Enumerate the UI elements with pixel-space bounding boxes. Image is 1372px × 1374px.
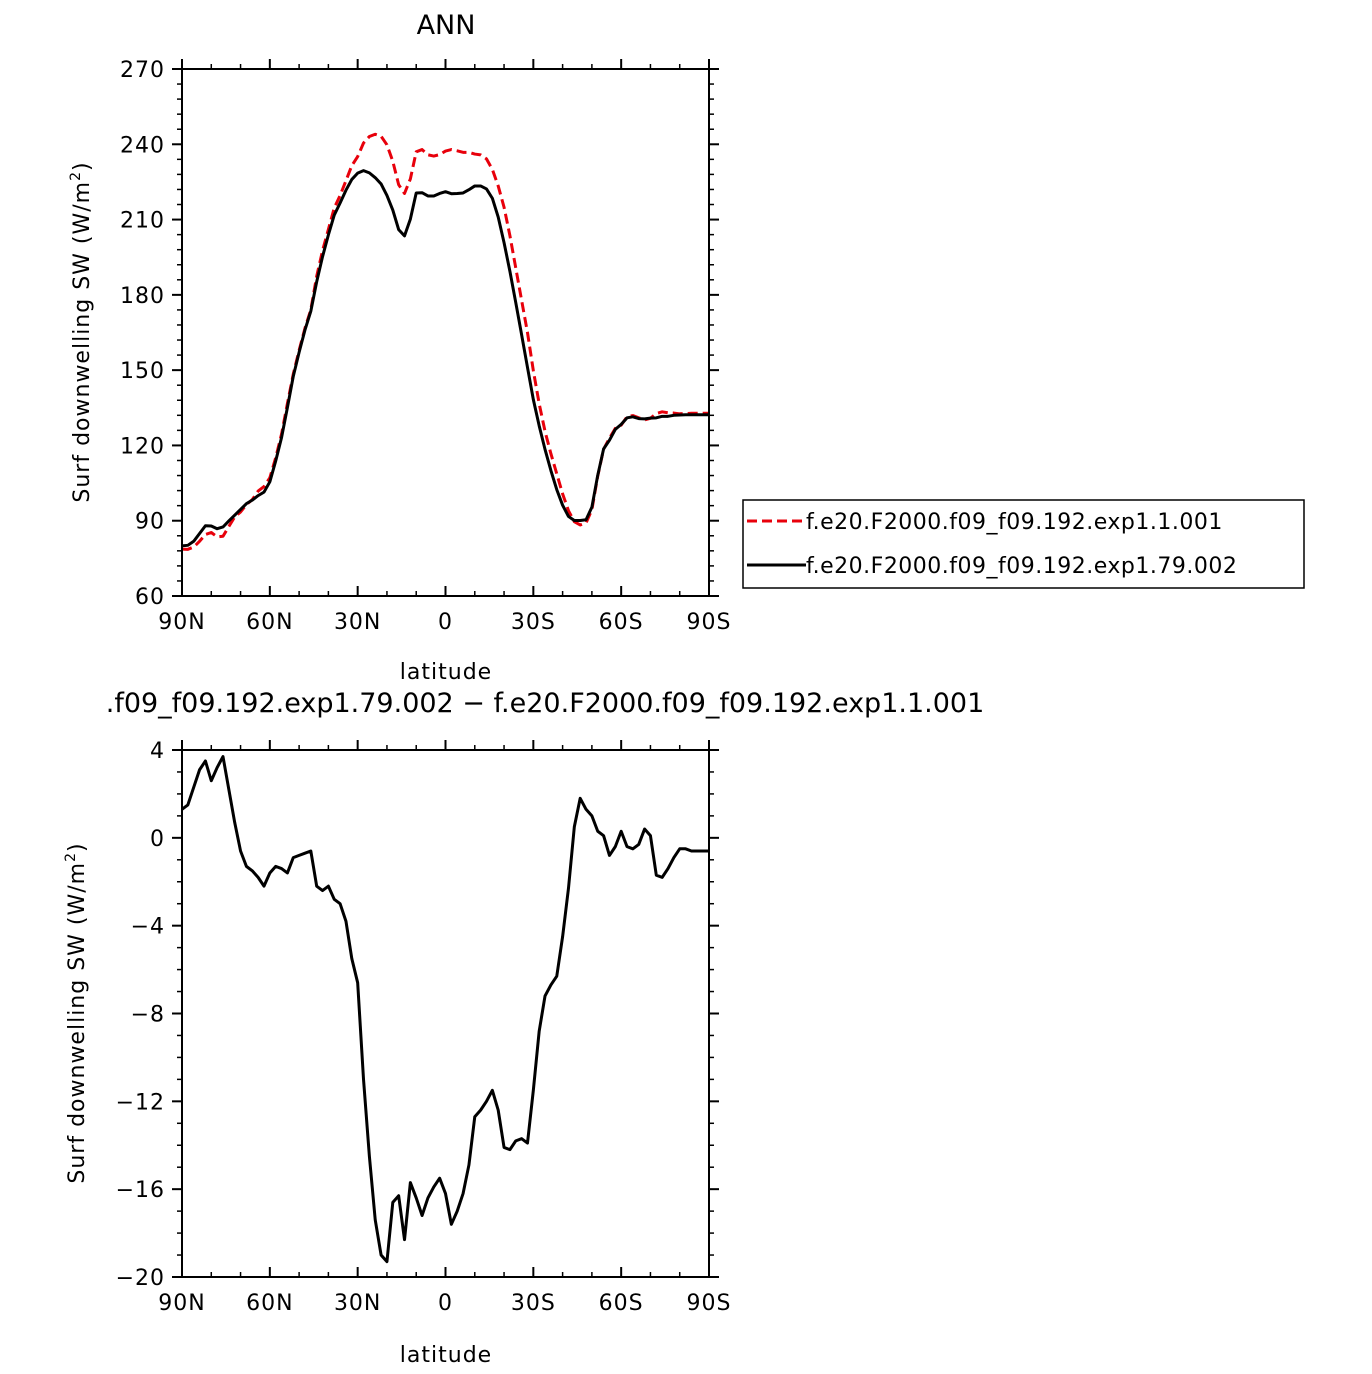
legend-entry-exp1-79-002: f.e20.F2000.f09_f09.192.exp1.79.002 xyxy=(806,554,1237,579)
top-chart-series xyxy=(181,132,709,551)
top-chart-x-axis-label: latitude xyxy=(400,660,492,685)
bottom-x-tick-label: 90N xyxy=(158,1291,205,1316)
top-chart-y-axis-label: Surf downwelling SW (W/m2) xyxy=(68,161,95,502)
top-chart-title: ANN xyxy=(417,10,476,41)
bottom-y-tick-label: 4 xyxy=(150,739,165,764)
bottom-x-tick-label: 60S xyxy=(599,1291,644,1316)
bottom-x-tick-label: 90S xyxy=(687,1291,732,1316)
bottom-chart-frame xyxy=(181,749,710,1278)
top-chart: ANN 90N 60N 30N 0 30S 60S 90S 270 240 210 180 150 12… xyxy=(68,10,732,685)
legend-box xyxy=(742,499,1305,589)
top-y-tick-label: 240 xyxy=(120,133,165,158)
top-y-tick-label: 60 xyxy=(135,585,165,610)
bottom-x-tick-label: 60N xyxy=(246,1291,293,1316)
bottom-chart-x-axis-label: latitude xyxy=(400,1343,492,1368)
top-x-tick-label: 30S xyxy=(511,610,556,635)
bottom-chart-title: .f09_f09.192.exp1.79.002 − f.e20.F2000.f… xyxy=(106,688,985,719)
top-x-tick-label: 90N xyxy=(158,610,205,635)
legend: f.e20.F2000.f09_f09.192.exp1.1.001 f.e20… xyxy=(742,499,1305,589)
top-y-tick-label: 90 xyxy=(135,510,165,535)
bottom-y-tick-label: −20 xyxy=(116,1266,165,1291)
bottom-chart-tick-labels: 90N 60N 30N 0 30S 60S 90S 4 0 −4 −8 −12 −16 −20 xyxy=(116,739,732,1316)
top-x-tick-label: 90S xyxy=(687,610,732,635)
top-series-line-1 xyxy=(181,169,709,548)
top-chart-frame xyxy=(181,68,710,597)
bottom-y-tick-label: −16 xyxy=(116,1178,165,1203)
top-x-tick-label: 30N xyxy=(334,610,381,635)
top-x-tick-label: 60S xyxy=(599,610,644,635)
bottom-chart: .f09_f09.192.exp1.79.002 − f.e20.F2000.f… xyxy=(63,688,984,1368)
bottom-x-tick-label: 30N xyxy=(334,1291,381,1316)
bottom-x-tick-label: 30S xyxy=(511,1291,556,1316)
top-y-tick-label: 270 xyxy=(120,58,165,83)
top-x-tick-label: 0 xyxy=(438,610,453,635)
top-x-tick-label: 60N xyxy=(246,610,293,635)
bottom-y-tick-label: −4 xyxy=(131,915,165,940)
top-y-tick-label: 150 xyxy=(120,359,165,384)
legend-entry-exp1-1-001: f.e20.F2000.f09_f09.192.exp1.1.001 xyxy=(806,510,1223,535)
bottom-x-tick-label: 0 xyxy=(438,1291,453,1316)
bottom-y-tick-label: −12 xyxy=(116,1090,165,1115)
bottom-y-tick-label: −8 xyxy=(131,1003,165,1028)
bottom-chart-series xyxy=(181,755,709,1264)
top-y-tick-label: 180 xyxy=(120,284,165,309)
top-y-tick-label: 210 xyxy=(120,209,165,234)
bottom-series-line-0 xyxy=(181,755,709,1264)
bottom-y-tick-label: 0 xyxy=(150,827,165,852)
top-y-tick-label: 120 xyxy=(120,434,165,459)
bottom-chart-y-axis-label: Surf downwelling SW (W/m2) xyxy=(63,842,90,1183)
top-chart-tick-labels: 90N 60N 30N 0 30S 60S 90S 270 240 210 180 150 120 90 6… xyxy=(120,58,732,635)
